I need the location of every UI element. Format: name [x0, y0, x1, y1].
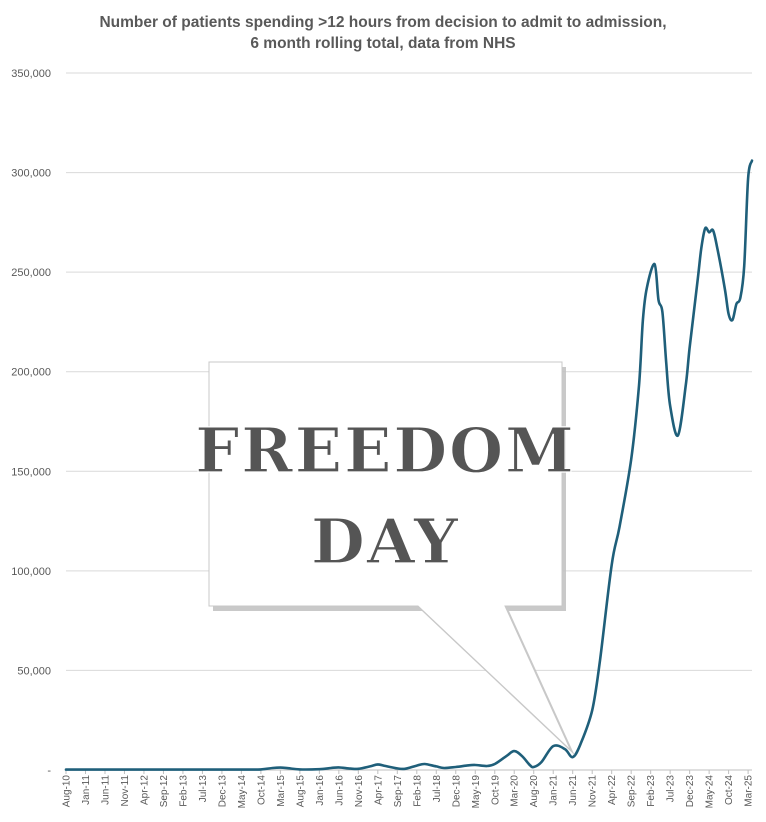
freedom-day-callout: FREEDOM DAY — [195, 361, 575, 756]
y-tick-label: 150,000 — [11, 466, 51, 478]
x-tick-label: Sep-12 — [159, 775, 170, 808]
chart-title-line-1: Number of patients spending >12 hours fr… — [99, 14, 667, 31]
x-tick-label: Jul-18 — [432, 775, 443, 803]
y-tick-label: 350,000 — [11, 68, 51, 80]
x-tick-label: Apr-22 — [607, 775, 618, 805]
x-tick-label: Sep-17 — [393, 775, 404, 808]
y-axis-ticks: - 50,000 100,000 150,000 200,000 250,000 300,0… — [11, 68, 51, 777]
callout-box — [208, 361, 572, 751]
x-tick-label: Jun-11 — [100, 775, 111, 805]
x-axis-ticks: Aug-10 Jan-11 Jun-11 Nov-11 Apr-12 Sep-12 Feb-… — [62, 770, 755, 808]
x-tick-label: Aug-20 — [529, 775, 540, 808]
x-tick-label: Jan-11 — [81, 775, 92, 805]
y-tick-label: 250,000 — [11, 267, 51, 279]
x-tick-label: Feb-18 — [412, 775, 423, 807]
x-tick-label: Mar-15 — [276, 775, 287, 807]
x-tick-label: Feb-13 — [178, 775, 189, 807]
y-tick-label: 50,000 — [17, 665, 51, 677]
x-tick-label: May-14 — [237, 775, 248, 809]
x-tick-label: Oct-24 — [724, 775, 735, 805]
x-tick-label: May-24 — [705, 775, 716, 809]
x-tick-label: Jan-16 — [315, 775, 326, 806]
x-tick-label: Jun-21 — [568, 775, 579, 806]
x-tick-label: Jul-23 — [666, 775, 677, 803]
x-tick-label: Mar-25 — [744, 775, 755, 807]
x-tick-label: Apr-12 — [139, 775, 150, 805]
x-tick-label: Aug-15 — [295, 775, 306, 808]
y-tick-label: - — [47, 765, 51, 777]
x-tick-label: Jul-13 — [198, 775, 209, 803]
y-tick-label: 300,000 — [11, 168, 51, 180]
x-tick-label: Nov-11 — [120, 775, 131, 807]
x-tick-label: Jun-16 — [334, 775, 345, 806]
x-tick-label: Dec-23 — [685, 775, 696, 808]
x-tick-label: Nov-16 — [354, 775, 365, 808]
chart-title-line-2: 6 month rolling total, data from NHS — [250, 35, 516, 52]
x-tick-label: Feb-23 — [646, 775, 657, 807]
x-tick-label: Oct-19 — [490, 775, 501, 805]
x-tick-label: Nov-21 — [588, 775, 599, 808]
series-line — [64, 159, 754, 771]
x-tick-label: Jan-21 — [549, 775, 560, 806]
grid-lines — [66, 72, 752, 771]
x-tick-label: Mar-20 — [510, 775, 521, 807]
callout-text-line-1: FREEDOM — [195, 414, 575, 487]
y-tick-label: 200,000 — [11, 367, 51, 379]
x-tick-label: Aug-10 — [62, 775, 73, 808]
x-tick-label: Dec-18 — [451, 775, 462, 808]
x-tick-label: May-19 — [471, 775, 482, 809]
x-tick-label: Sep-22 — [627, 775, 638, 808]
y-tick-label: 100,000 — [11, 566, 51, 578]
chart-title: Number of patients spending >12 hours fr… — [0, 12, 766, 54]
callout-text-line-2: DAY — [311, 505, 460, 578]
x-tick-label: Oct-14 — [256, 775, 267, 805]
x-tick-label: Apr-17 — [373, 775, 384, 805]
x-tick-label: Dec-13 — [217, 775, 228, 808]
